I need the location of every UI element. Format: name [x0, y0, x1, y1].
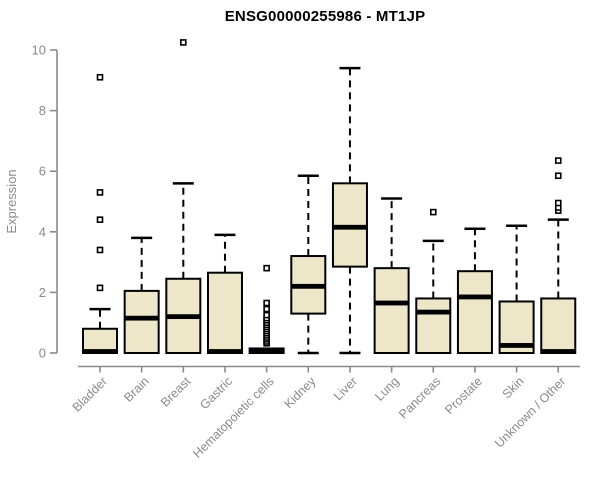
outlier-point-hematopoietic-cells — [263, 311, 270, 319]
outlier-point-bladder — [96, 73, 104, 81]
box-unknown-other — [540, 297, 577, 354]
median-liver — [332, 224, 367, 230]
box-gastric — [206, 271, 243, 354]
outlier-point-hematopoietic-cells — [263, 264, 270, 272]
outlier-point-bladder — [96, 189, 104, 196]
x-category-label: Unknown / Other — [492, 374, 568, 450]
outlier-point-pancreas — [429, 208, 437, 216]
x-category-label: Skin — [500, 374, 527, 401]
y-tick-label: 0 — [39, 346, 46, 361]
outlier-point-bladder — [96, 284, 104, 292]
x-category-label: Brain — [121, 374, 152, 405]
y-tick-label: 6 — [39, 164, 46, 179]
box-bladder — [82, 327, 118, 355]
median-gastric — [207, 349, 242, 354]
median-pancreas — [416, 309, 451, 315]
x-category-label: Liver — [331, 374, 360, 403]
outlier-point-bladder — [96, 216, 104, 223]
box-brain — [123, 289, 160, 355]
outlier-point-unknown-other — [554, 172, 562, 180]
median-skin — [499, 343, 534, 348]
chart-title: ENSG00000255986 - MT1JP — [224, 8, 426, 25]
x-category-label: Gastric — [197, 374, 235, 412]
outlier-point-unknown-other — [554, 199, 562, 207]
median-brain — [124, 315, 159, 321]
median-breast — [166, 314, 201, 320]
outlier-point-hematopoietic-cells — [263, 299, 270, 307]
median-kidney — [291, 283, 326, 289]
outlier-point-bladder — [96, 246, 104, 254]
y-tick-label: 4 — [39, 224, 46, 239]
x-category-label: Bladder — [70, 374, 110, 414]
median-hematopoietic-cells — [249, 348, 284, 354]
median-bladder — [83, 349, 117, 354]
box-prostate — [456, 270, 493, 354]
outlier-point-breast — [180, 39, 187, 46]
x-category-label: Lung — [372, 374, 402, 404]
box-lung — [373, 267, 410, 354]
x-category-label: Breast — [158, 374, 194, 410]
median-prostate — [457, 294, 492, 300]
outlier-point-hematopoietic-cells — [263, 305, 270, 313]
y-tick-label: 8 — [39, 103, 46, 118]
x-category-label: Kidney — [281, 374, 318, 411]
outlier-point-unknown-other — [554, 157, 562, 164]
x-category-label: Hematopoietic cells — [190, 374, 277, 461]
median-lung — [374, 300, 409, 306]
x-category-label: Pancreas — [396, 374, 443, 421]
y-axis-label: Expression — [4, 169, 19, 233]
x-category-label: Prostate — [442, 374, 485, 417]
y-tick-label: 10 — [32, 43, 46, 58]
median-unknown-other — [541, 349, 576, 354]
box-pancreas — [415, 297, 452, 354]
y-tick-label: 2 — [39, 285, 46, 300]
